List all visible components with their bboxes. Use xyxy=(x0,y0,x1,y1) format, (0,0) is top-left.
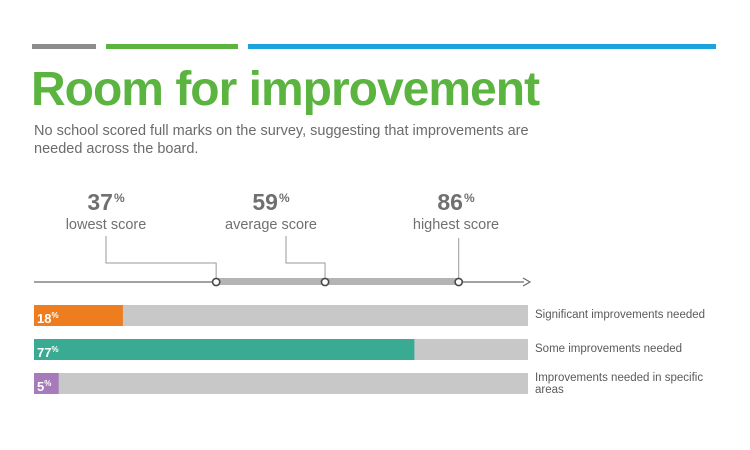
bar-category-label-1: Significant improvements needed xyxy=(535,309,706,321)
bar-value-unit: % xyxy=(51,345,59,354)
bar-track-1 xyxy=(34,305,528,326)
score-label: average score xyxy=(225,217,317,233)
score-value-unit: % xyxy=(463,191,475,205)
decorative-stripe-grey xyxy=(32,44,96,49)
score-annotation-3: 86% highest score xyxy=(391,186,521,234)
score-value: 86% xyxy=(391,186,521,214)
bar-value-number: 5 xyxy=(37,379,45,394)
score-marker-point-3 xyxy=(454,277,464,287)
bar-fill-2 xyxy=(34,339,415,360)
score-label: highest score xyxy=(412,217,500,233)
bar-value-unit: % xyxy=(51,311,59,320)
bar-category-label-2: Some improvements needed xyxy=(535,343,683,355)
bar-value-unit: % xyxy=(44,379,52,388)
bar-value-label-3: 5% xyxy=(37,377,51,394)
page-title: Room for improvement xyxy=(31,63,540,116)
score-annotation-2: 59% average score xyxy=(206,186,336,234)
score-value-number: 59 xyxy=(252,189,278,215)
bar-category-label-3: Improvements needed in specific areas xyxy=(535,372,704,396)
score-marker-point-2 xyxy=(320,277,330,287)
marker-connector-1 xyxy=(105,236,217,278)
score-value: 59% xyxy=(206,186,336,214)
bar-track-3 xyxy=(34,373,528,394)
score-annotation-1: 37% lowest score xyxy=(41,186,171,234)
score-marker-point-1 xyxy=(211,277,221,287)
score-value-unit: % xyxy=(278,191,290,205)
page-subtitle: No school scored full marks on the surve… xyxy=(34,123,529,157)
decorative-stripe-blue xyxy=(248,44,716,49)
bar-value-label-1: 18% xyxy=(37,309,59,326)
bar-value-label-2: 77% xyxy=(37,343,59,360)
bar-fill-3 xyxy=(34,373,59,394)
bar-fill-1 xyxy=(34,305,123,326)
bar-value-number: 18 xyxy=(37,311,52,326)
bar-value-number: 77 xyxy=(37,345,52,360)
score-value-number: 86 xyxy=(437,189,463,215)
score-label: lowest score xyxy=(65,217,147,233)
score-range-band xyxy=(216,278,459,285)
score-value-number: 37 xyxy=(87,189,113,215)
decorative-stripe-green xyxy=(106,44,238,49)
scale-axis-arrowhead xyxy=(522,277,532,287)
marker-connector-2 xyxy=(285,236,326,278)
score-value: 37% xyxy=(41,186,171,214)
score-value-unit: % xyxy=(113,191,125,205)
